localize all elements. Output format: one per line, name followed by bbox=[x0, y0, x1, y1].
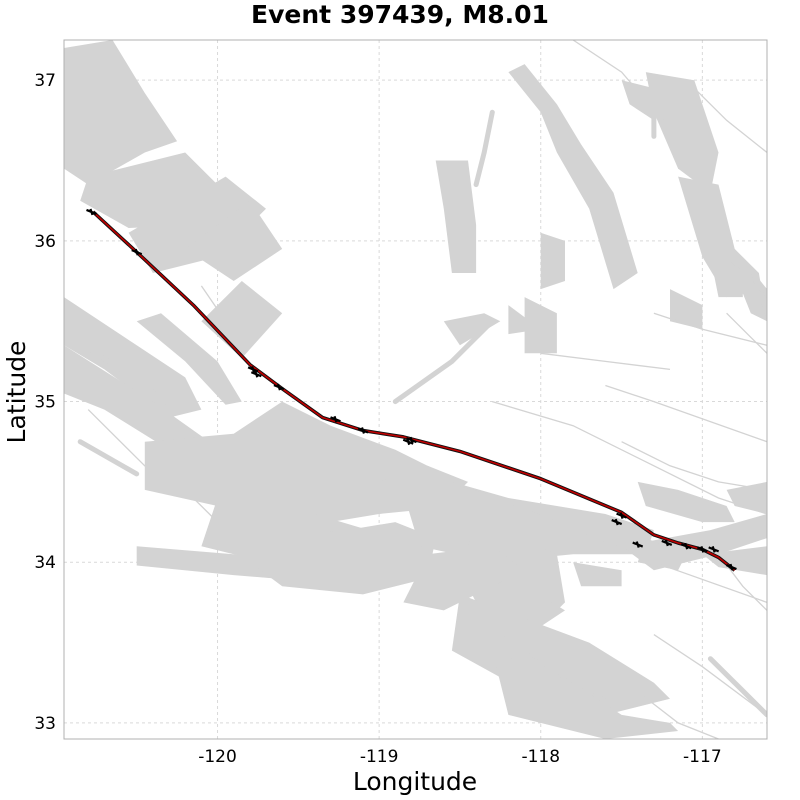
fault-trace-thick-4 bbox=[473, 109, 495, 188]
fault-trace-thick-0 bbox=[392, 318, 495, 405]
rupture-line bbox=[92, 211, 736, 571]
chart-title: Event 397439, M8.01 bbox=[251, 0, 549, 29]
plot-frame bbox=[63, 39, 768, 740]
fault-patch-29 bbox=[540, 232, 565, 290]
fault-trace-14 bbox=[200, 285, 243, 354]
x-tick-label: -118 bbox=[521, 747, 560, 767]
fault-traces bbox=[69, 40, 767, 739]
fault-patch-8 bbox=[144, 401, 460, 531]
fault-trace-8 bbox=[653, 312, 767, 346]
fault-trace-thick-2 bbox=[77, 439, 140, 477]
y-tick-label: 36 bbox=[34, 232, 56, 252]
y-tick-label: 34 bbox=[34, 553, 56, 573]
fault-patch-5 bbox=[64, 297, 202, 418]
y-axis-label: Latitude bbox=[2, 341, 31, 444]
slip-marker-2 bbox=[247, 366, 259, 373]
slip-marker-9 bbox=[616, 512, 627, 519]
fault-patch-35 bbox=[637, 538, 687, 571]
fault-trace-11 bbox=[605, 666, 719, 739]
fault-patch-2 bbox=[128, 176, 266, 273]
fault-trace-7 bbox=[621, 441, 767, 491]
x-tick-label: -119 bbox=[360, 747, 399, 767]
plot-area bbox=[64, 40, 767, 739]
fault-patch-4 bbox=[201, 281, 283, 359]
fault-patch-34 bbox=[726, 481, 767, 514]
rupture-trace bbox=[91, 210, 736, 572]
fault-patch-19 bbox=[637, 481, 735, 523]
slip-marker-16 bbox=[726, 563, 737, 571]
fault-patch-32 bbox=[508, 305, 541, 335]
fault-patch-22 bbox=[645, 72, 719, 193]
slip-marker-11 bbox=[632, 541, 644, 548]
x-tick-label: -120 bbox=[198, 747, 237, 767]
fault-patch-31 bbox=[443, 313, 501, 346]
slip-marker-10 bbox=[611, 518, 623, 526]
fault-patch-27 bbox=[750, 273, 767, 322]
fault-patch-17 bbox=[492, 650, 679, 739]
y-tick-label: 37 bbox=[34, 71, 56, 91]
slip-marker-13 bbox=[680, 542, 692, 550]
fault-patch-3 bbox=[185, 200, 283, 281]
fault-trace-9 bbox=[605, 384, 767, 443]
fault-patch-23 bbox=[621, 80, 654, 121]
fault-patch-15 bbox=[379, 465, 468, 506]
fault-trace-thick-3 bbox=[707, 656, 767, 718]
x-axis-label: Longitude bbox=[353, 767, 477, 796]
slip-marker-5 bbox=[330, 415, 341, 423]
slip-marker-14 bbox=[696, 546, 708, 553]
slip-markers bbox=[86, 208, 737, 571]
fault-patch-21 bbox=[508, 64, 638, 290]
fault-trace-0 bbox=[168, 473, 251, 555]
fault-patch-7 bbox=[136, 313, 242, 405]
fault-patch-14 bbox=[403, 546, 525, 611]
fault-patch-16 bbox=[451, 594, 670, 715]
slip-marker-6 bbox=[357, 427, 369, 434]
fault-trace-4 bbox=[701, 224, 767, 298]
fault-patch-33 bbox=[670, 289, 703, 330]
x-tick-labels: -120 -119 -118 -117 bbox=[198, 747, 721, 767]
fault-patch-37 bbox=[508, 586, 565, 627]
x-tick-label: -117 bbox=[683, 747, 722, 767]
fault-patch-0 bbox=[64, 40, 178, 185]
fault-trace-10 bbox=[653, 634, 767, 716]
fault-patch-26 bbox=[726, 240, 767, 322]
fault-patch-30 bbox=[524, 297, 557, 354]
fault-trace-thick-1 bbox=[69, 334, 180, 413]
fault-patch-28 bbox=[435, 160, 477, 273]
fault-patch-20 bbox=[702, 546, 767, 576]
fault-trace-5 bbox=[726, 312, 767, 354]
slip-marker-8 bbox=[406, 436, 417, 444]
slip-marker-1 bbox=[131, 248, 143, 256]
fault-trace-3 bbox=[685, 79, 767, 154]
fault-patch-11 bbox=[249, 522, 436, 595]
slip-marker-3 bbox=[250, 370, 262, 378]
fault-trace-16 bbox=[491, 625, 606, 700]
y-tick-labels: 33 34 35 36 37 bbox=[34, 71, 56, 734]
fault-patches bbox=[64, 40, 767, 739]
y-tick-label: 33 bbox=[34, 714, 56, 734]
fault-trace-6 bbox=[492, 400, 767, 515]
y-tick-label: 35 bbox=[34, 393, 56, 413]
slip-marker-12 bbox=[661, 539, 673, 547]
slip-marker-15 bbox=[708, 546, 720, 553]
fault-trace-15 bbox=[87, 409, 170, 491]
fault-patch-36 bbox=[573, 562, 622, 587]
fault-trace-1 bbox=[427, 473, 767, 604]
fault-trace-13 bbox=[540, 352, 671, 371]
slip-marker-4 bbox=[273, 383, 285, 391]
fault-patch-6 bbox=[64, 345, 210, 450]
slip-marker-0 bbox=[86, 208, 97, 216]
